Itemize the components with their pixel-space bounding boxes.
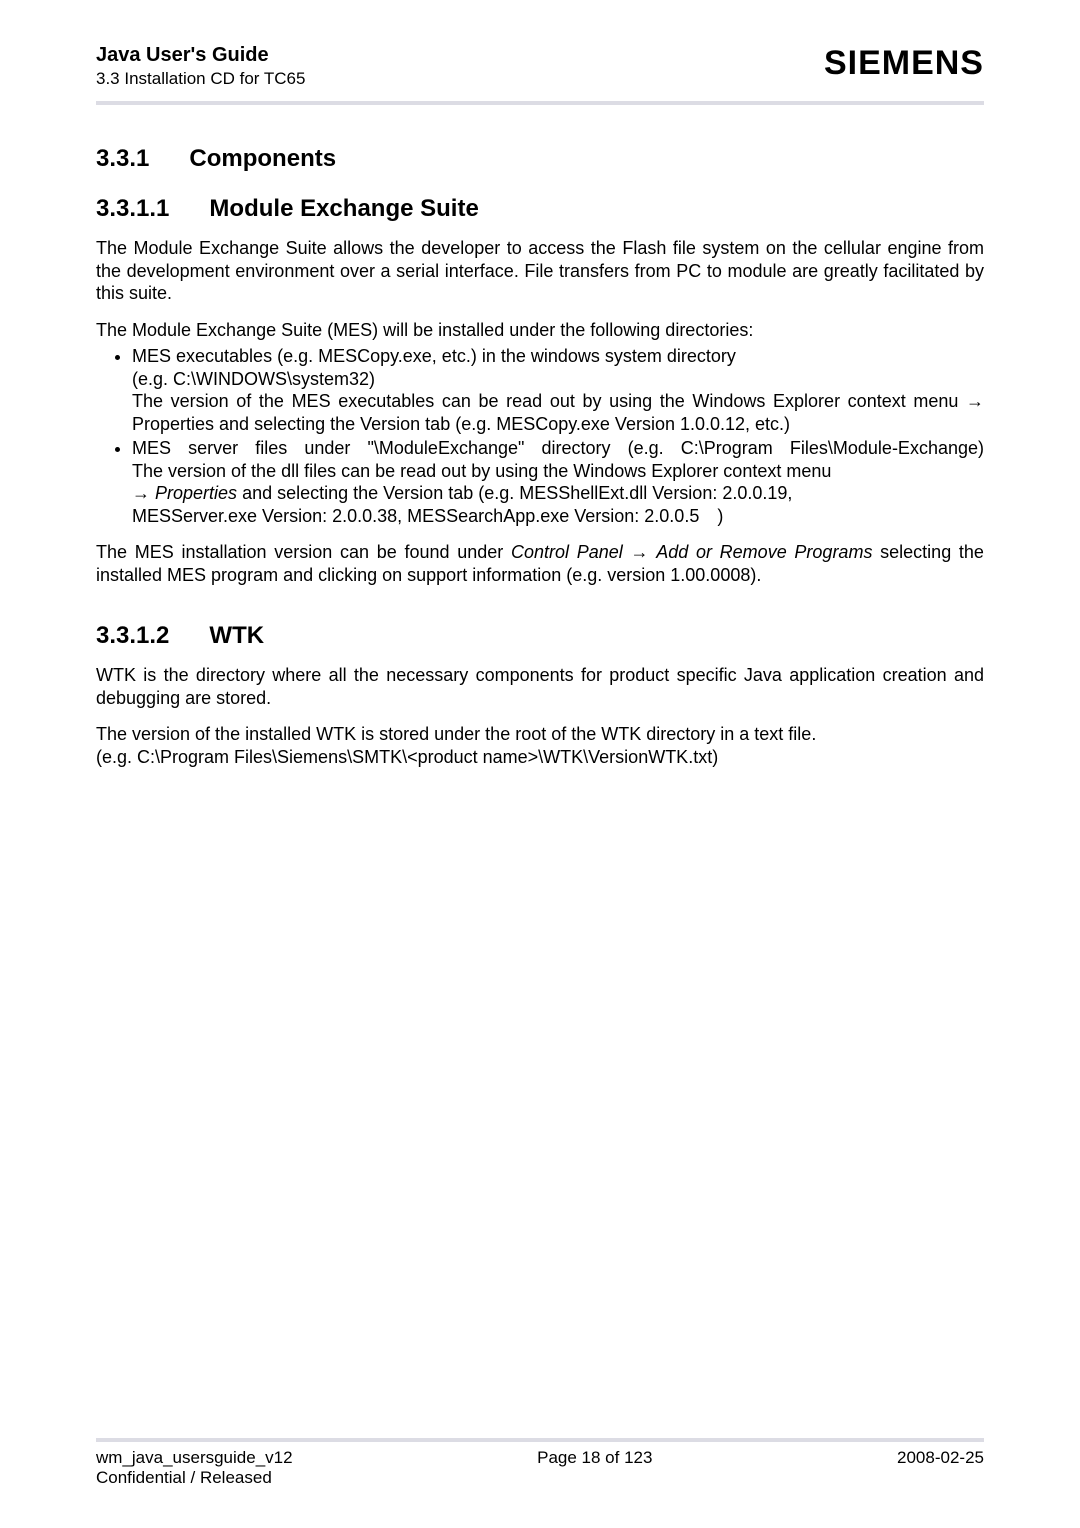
- paragraph: The Module Exchange Suite allows the dev…: [96, 237, 984, 305]
- footer-filename: wm_java_usersguide_v12: [96, 1448, 293, 1468]
- footer-classification: Confidential / Released: [96, 1468, 293, 1488]
- list-text: The version of the MES executables can b…: [132, 390, 984, 435]
- list-text: MES server files under "\ModuleExchange"…: [132, 437, 984, 460]
- footer-row: wm_java_usersguide_v12 Confidential / Re…: [96, 1448, 984, 1488]
- text-line: (e.g. C:\Program Files\Siemens\SMTK\<pro…: [96, 746, 984, 769]
- arrow-icon: →: [132, 483, 150, 503]
- list-text: MESServer.exe Version: 2.0.0.38, MESSear…: [132, 505, 984, 528]
- page-footer: wm_java_usersguide_v12 Confidential / Re…: [96, 1438, 984, 1488]
- arrow-icon: →: [630, 542, 648, 562]
- footer-date: 2008-02-25: [897, 1448, 984, 1488]
- heading-3-3-1: 3.3.1 Components: [96, 145, 984, 173]
- bullet-list: MES executables (e.g. MESCopy.exe, etc.)…: [96, 345, 984, 527]
- heading-num: 3.3.1.1: [96, 195, 169, 222]
- paragraph: The MES installation version can be foun…: [96, 541, 984, 586]
- footer-rule: [96, 1438, 984, 1442]
- heading-3-3-1-2: 3.3.1.2 WTK: [96, 622, 984, 650]
- text-run: The MES installation version can be foun…: [96, 542, 511, 562]
- paragraph: The Module Exchange Suite (MES) will be …: [96, 319, 984, 342]
- text-run: Properties and selecting the Version tab…: [132, 414, 790, 434]
- list-text: MES executables (e.g. MESCopy.exe, etc.)…: [132, 345, 984, 368]
- heading-num: 3.3.1.2: [96, 622, 169, 649]
- paragraph: The version of the installed WTK is stor…: [96, 723, 984, 768]
- header-rule: [96, 101, 984, 105]
- doc-title: Java User's Guide: [96, 44, 305, 67]
- arrow-icon: →: [966, 391, 984, 411]
- list-text: The version of the dll files can be read…: [132, 460, 984, 483]
- heading-3-3-1-1: 3.3.1.1 Module Exchange Suite: [96, 195, 984, 223]
- list-text: (e.g. C:\WINDOWS\system32): [132, 368, 984, 391]
- header-left: Java User's Guide 3.3 Installation CD fo…: [96, 44, 305, 89]
- footer-page: Page 18 of 123: [537, 1448, 652, 1488]
- text-run: and selecting the Version tab (e.g. MESS…: [237, 483, 792, 503]
- list-item: MES executables (e.g. MESCopy.exe, etc.)…: [132, 345, 984, 435]
- doc-subtitle: 3.3 Installation CD for TC65: [96, 69, 305, 89]
- heading-title: Module Exchange Suite: [209, 195, 478, 222]
- text-italic: Properties: [155, 483, 237, 503]
- heading-title: Components: [189, 145, 336, 172]
- brand-logo: SIEMENS: [824, 44, 984, 83]
- text-run: The version of the MES executables can b…: [132, 391, 966, 411]
- page-header: Java User's Guide 3.3 Installation CD fo…: [96, 44, 984, 89]
- text-line: The version of the installed WTK is stor…: [96, 723, 984, 746]
- heading-title: WTK: [209, 622, 264, 649]
- list-item: MES server files under "\ModuleExchange"…: [132, 437, 984, 527]
- text-italic: Add or Remove Programs: [656, 542, 872, 562]
- text-italic: Control Panel: [511, 542, 623, 562]
- page: Java User's Guide 3.3 Installation CD fo…: [0, 0, 1080, 1528]
- paragraph: WTK is the directory where all the neces…: [96, 664, 984, 709]
- list-text: → Properties and selecting the Version t…: [132, 482, 984, 505]
- footer-left: wm_java_usersguide_v12 Confidential / Re…: [96, 1448, 293, 1488]
- heading-num: 3.3.1: [96, 145, 149, 172]
